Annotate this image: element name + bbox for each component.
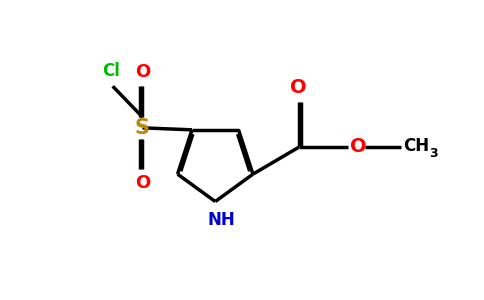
Text: O: O [350,137,367,156]
Text: 3: 3 [429,147,438,160]
Text: O: O [135,63,150,81]
Text: NH: NH [207,212,235,230]
Text: Cl: Cl [102,62,120,80]
Text: O: O [135,174,150,192]
Text: CH: CH [404,137,430,155]
Text: S: S [135,118,150,138]
Text: O: O [290,78,307,97]
